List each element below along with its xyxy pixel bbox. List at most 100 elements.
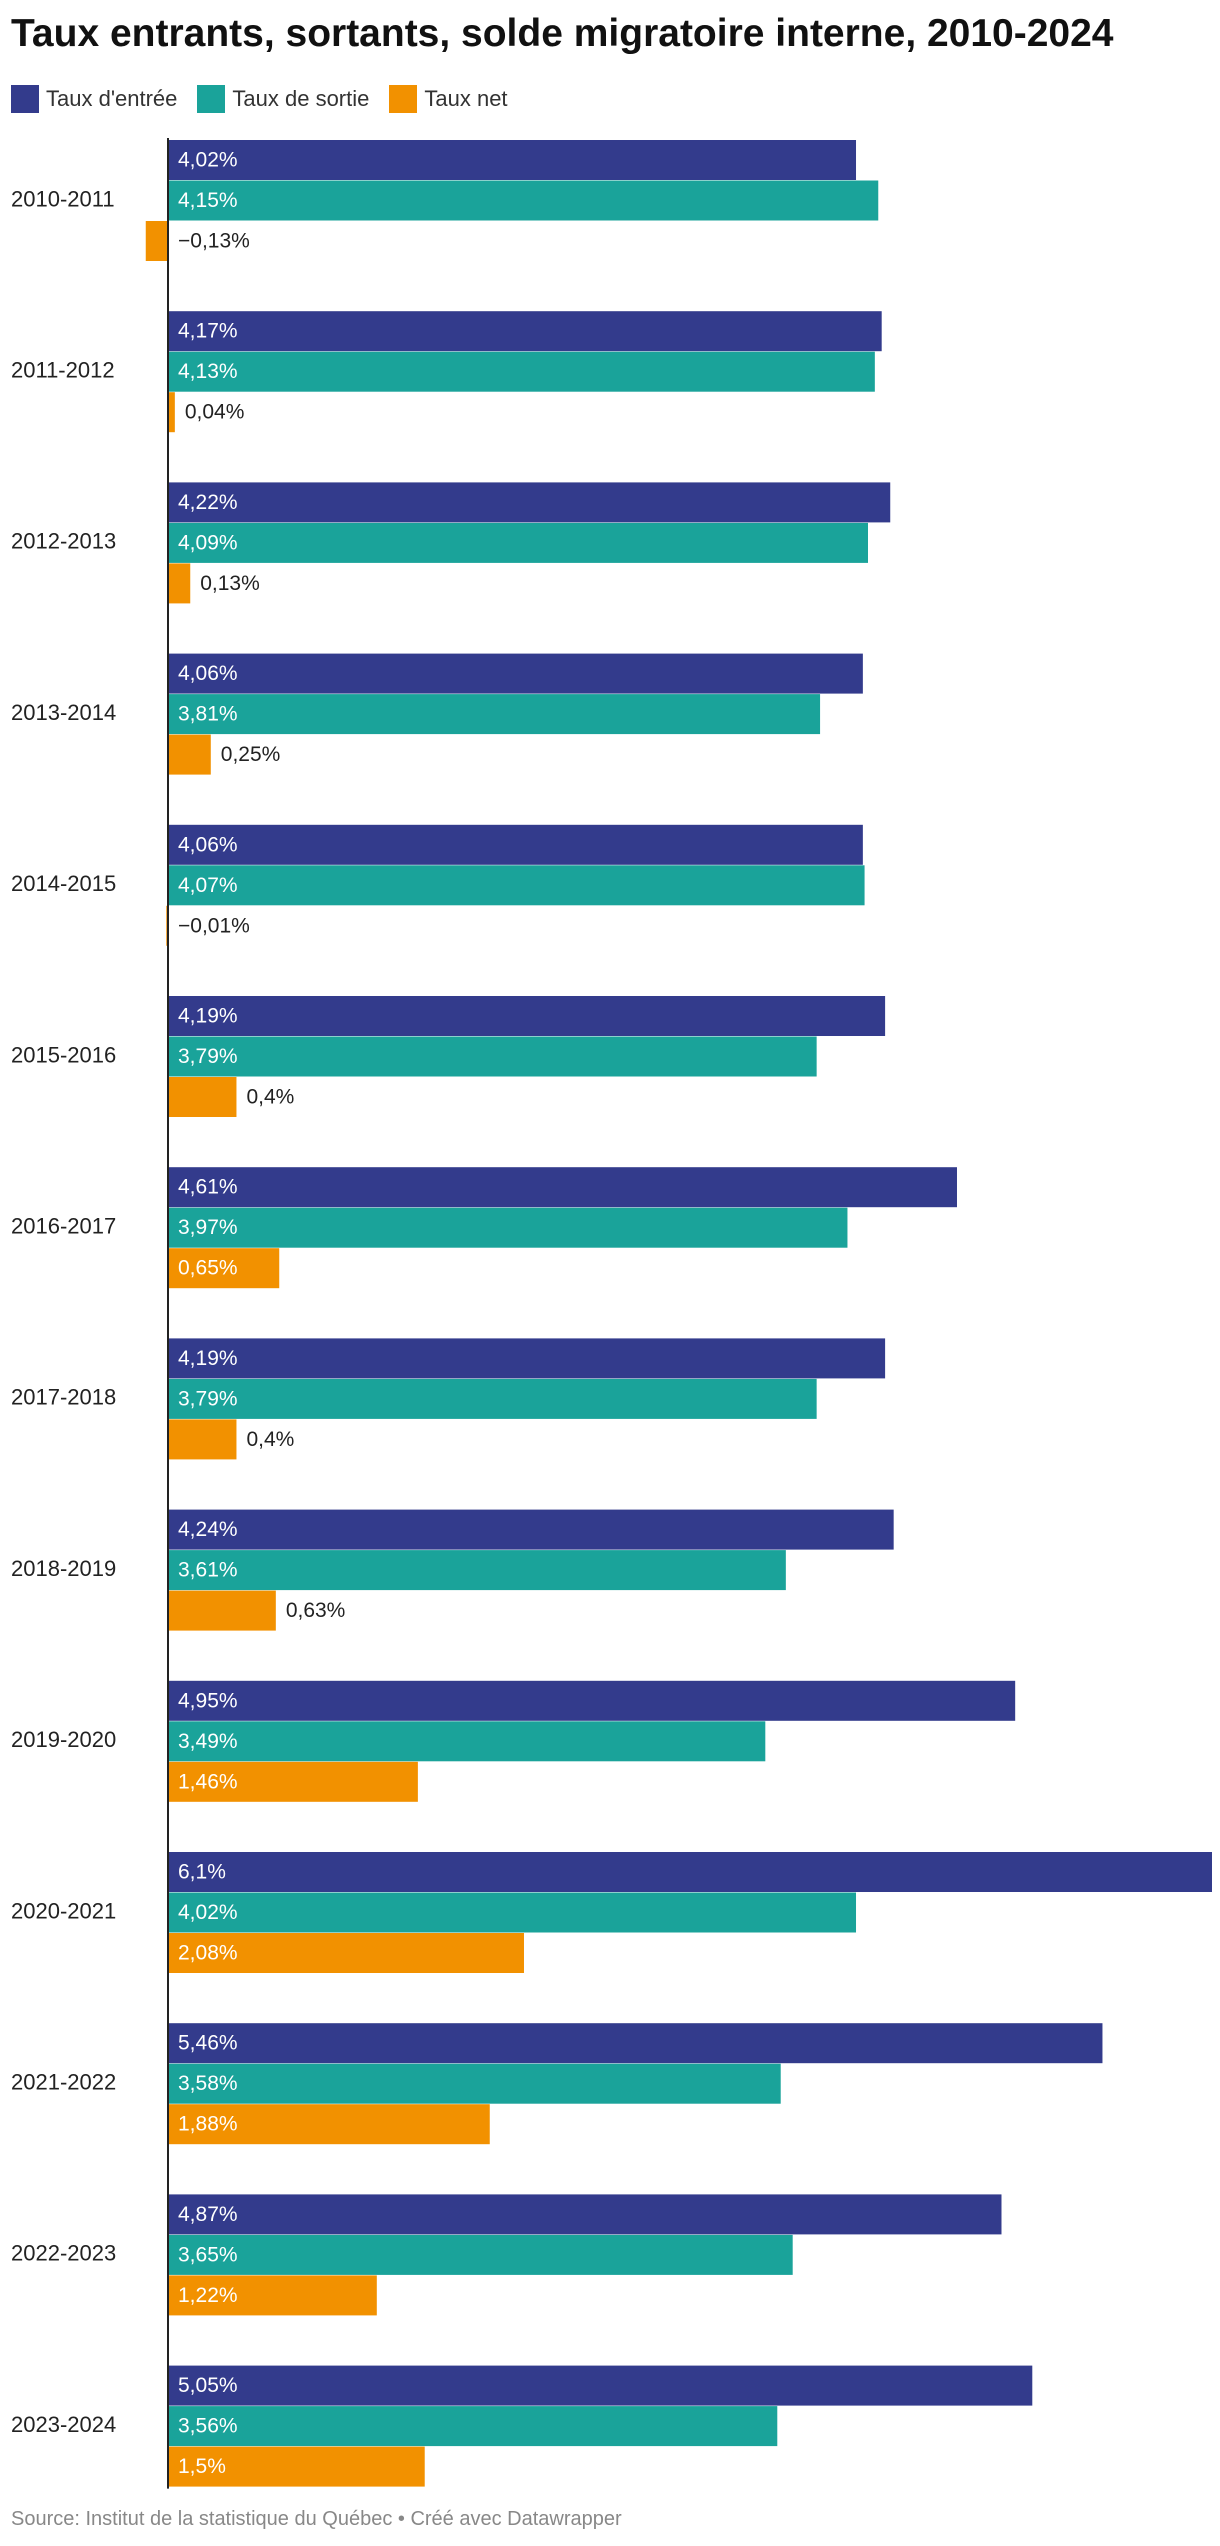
category-label: 2012-2013 bbox=[11, 529, 116, 554]
bar-taux-net bbox=[168, 1590, 276, 1631]
category-label: 2015-2016 bbox=[11, 1042, 116, 1067]
bar-taux-entree bbox=[168, 996, 886, 1036]
category-label: 2022-2023 bbox=[11, 2241, 116, 2266]
source-note: Source: Institut de la statistique du Qu… bbox=[11, 2508, 622, 2530]
bar-taux-entree bbox=[168, 2365, 1033, 2406]
bar-taux-entree bbox=[168, 2194, 1002, 2235]
category-label: 2017-2018 bbox=[11, 1385, 116, 1410]
category-label: 2011-2012 bbox=[11, 358, 115, 383]
bar-taux-sortie bbox=[168, 865, 865, 906]
legend-item-taux-net: Taux net bbox=[389, 85, 508, 113]
legend-item-taux-sortie: Taux de sortie bbox=[197, 85, 369, 113]
value-label-taux-sortie: 4,13% bbox=[178, 360, 238, 383]
value-label-taux-net: 0,65% bbox=[178, 1257, 238, 1280]
bar-taux-entree bbox=[168, 1167, 957, 1208]
value-label-taux-sortie: 3,49% bbox=[178, 1730, 238, 1753]
value-label-taux-net: 0,63% bbox=[286, 1599, 346, 1622]
value-label-taux-net: 0,4% bbox=[246, 1086, 294, 1109]
category-label: 2010-2011 bbox=[11, 186, 115, 211]
category-label: 2013-2014 bbox=[11, 700, 116, 725]
bar-taux-net bbox=[168, 1077, 237, 1117]
bar-taux-net bbox=[168, 563, 191, 604]
value-label-taux-entree: 6,1% bbox=[178, 1861, 226, 1884]
bar-taux-sortie bbox=[168, 2234, 793, 2275]
bar-taux-sortie bbox=[168, 1378, 817, 1419]
value-label-taux-sortie: 3,58% bbox=[178, 2072, 238, 2095]
value-label-taux-entree: 4,06% bbox=[178, 662, 238, 685]
value-label-taux-entree: 4,95% bbox=[178, 1689, 238, 1712]
bar-taux-sortie bbox=[168, 1036, 817, 1077]
value-label-taux-entree: 4,02% bbox=[178, 149, 238, 172]
value-label-taux-entree: 4,87% bbox=[178, 2203, 238, 2226]
bar-taux-entree bbox=[168, 1509, 894, 1550]
bar-taux-net bbox=[168, 2446, 425, 2487]
value-label-taux-sortie: 4,15% bbox=[178, 189, 238, 212]
category-label: 2020-2021 bbox=[11, 1898, 116, 1923]
category-label: 2019-2020 bbox=[11, 1727, 116, 1752]
bar-taux-sortie bbox=[168, 1207, 848, 1248]
value-label-taux-net: 1,88% bbox=[178, 2113, 238, 2136]
bar-taux-entree bbox=[168, 2023, 1103, 2064]
bar-taux-sortie bbox=[168, 1892, 857, 1933]
value-label-taux-sortie: 4,09% bbox=[178, 531, 238, 554]
value-label-taux-net: 1,46% bbox=[178, 1770, 238, 1793]
bar-taux-entree bbox=[168, 482, 891, 523]
value-label-taux-net: 0,4% bbox=[246, 1428, 294, 1451]
value-label-taux-entree: 5,05% bbox=[178, 2374, 238, 2397]
bar-taux-sortie bbox=[168, 2063, 781, 2104]
value-label-taux-net: 1,5% bbox=[178, 2455, 226, 2478]
bar-taux-entree bbox=[168, 1852, 1212, 1892]
bar-taux-entree bbox=[168, 1680, 1016, 1721]
legend: Taux d'entrée Taux de sortie Taux net bbox=[11, 84, 528, 114]
legend-swatch-taux-sortie bbox=[197, 85, 226, 113]
category-label: 2014-2015 bbox=[11, 871, 116, 896]
value-label-taux-entree: 4,19% bbox=[178, 1347, 238, 1370]
value-label-taux-sortie: 4,07% bbox=[178, 874, 238, 897]
bar-taux-entree bbox=[168, 653, 863, 694]
value-label-taux-entree: 4,19% bbox=[178, 1005, 238, 1028]
legend-swatch-taux-net bbox=[389, 85, 418, 113]
legend-swatch-taux-entree bbox=[11, 85, 39, 113]
bar-taux-entree bbox=[168, 140, 857, 180]
category-label: 2016-2017 bbox=[11, 1214, 116, 1239]
legend-label-taux-net: Taux net bbox=[424, 86, 508, 111]
value-label-taux-net: 2,08% bbox=[178, 1942, 238, 1965]
value-label-taux-sortie: 3,79% bbox=[178, 1045, 238, 1068]
category-label: 2018-2019 bbox=[11, 1556, 116, 1581]
value-label-taux-net: 0,25% bbox=[221, 743, 281, 766]
value-label-taux-net: 1,22% bbox=[178, 2284, 238, 2307]
bar-taux-sortie bbox=[168, 1550, 786, 1591]
legend-item-taux-entree: Taux d'entrée bbox=[11, 85, 177, 113]
bar-taux-net bbox=[168, 1248, 280, 1289]
category-label: 2021-2022 bbox=[11, 2070, 116, 2095]
value-label-taux-net: 0,13% bbox=[200, 572, 260, 595]
bar-taux-entree bbox=[168, 1338, 886, 1379]
legend-label-taux-entree: Taux d'entrée bbox=[46, 86, 178, 111]
bar-taux-sortie bbox=[168, 522, 868, 563]
value-label-taux-sortie: 3,65% bbox=[178, 2243, 238, 2266]
value-label-taux-sortie: 3,79% bbox=[178, 1387, 238, 1410]
value-label-taux-sortie: 4,02% bbox=[178, 1901, 238, 1924]
bar-taux-entree bbox=[168, 824, 863, 865]
bar-taux-entree bbox=[168, 311, 882, 352]
value-label-taux-entree: 4,06% bbox=[178, 833, 238, 856]
bar-taux-sortie bbox=[168, 2406, 778, 2447]
bar-taux-net bbox=[168, 1419, 237, 1460]
value-label-taux-sortie: 3,81% bbox=[178, 703, 238, 726]
legend-label-taux-sortie: Taux de sortie bbox=[232, 86, 370, 111]
bar-taux-sortie bbox=[168, 351, 875, 392]
bar-taux-net bbox=[168, 1933, 524, 1973]
value-label-taux-entree: 4,17% bbox=[178, 320, 238, 343]
value-label-taux-entree: 4,61% bbox=[178, 1176, 238, 1199]
value-label-taux-entree: 4,24% bbox=[178, 1518, 238, 1541]
value-label-taux-sortie: 3,61% bbox=[178, 1559, 238, 1582]
bar-taux-net bbox=[168, 734, 211, 775]
bar-taux-net bbox=[168, 2275, 377, 2316]
value-label-taux-net: −0,01% bbox=[178, 914, 250, 937]
value-label-taux-net: 0,04% bbox=[185, 401, 245, 424]
value-label-taux-entree: 4,22% bbox=[178, 491, 238, 514]
bar-taux-net bbox=[168, 1761, 418, 1802]
value-label-taux-net: −0,13% bbox=[178, 230, 250, 253]
bar-taux-sortie bbox=[168, 694, 821, 735]
